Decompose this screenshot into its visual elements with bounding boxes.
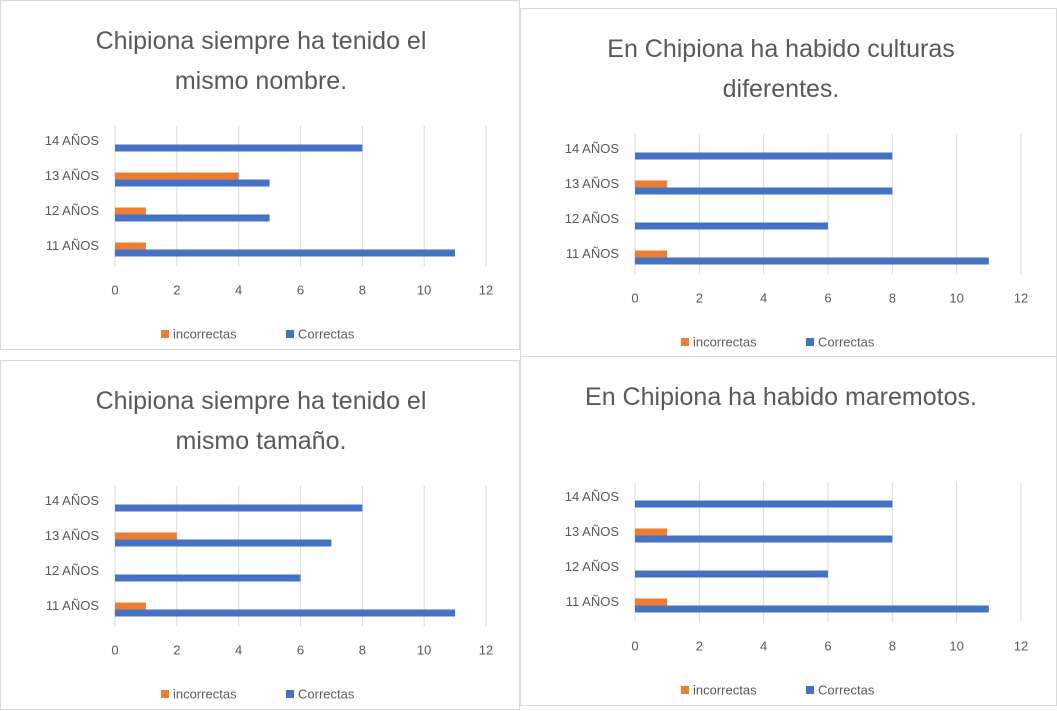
x-tick-label: 6 [297,642,304,657]
y-tick-label: 12 AÑOS [565,559,620,574]
legend-swatch [681,686,689,694]
chart-panel: Chipiona siempre ha tenido el mismo nomb… [0,0,520,350]
bar [115,574,301,582]
x-tick-label: 10 [949,290,963,305]
bar [115,602,146,610]
y-tick-label: 12 AÑOS [45,203,100,218]
bar [115,179,270,187]
bar [115,214,270,222]
legend-swatch [806,686,814,694]
x-tick-label: 12 [1014,290,1028,305]
x-tick-label: 8 [359,642,366,657]
bar [115,242,146,250]
bar [635,187,893,195]
x-tick-label: 10 [417,642,431,657]
bar [635,570,828,578]
x-tick-label: 6 [824,638,831,653]
x-tick-label: 0 [631,290,638,305]
x-tick-label: 8 [889,638,896,653]
x-tick-label: 6 [824,290,831,305]
legend-swatch [681,338,689,346]
legend-label: incorrectas [693,682,757,697]
x-tick-label: 10 [949,638,963,653]
x-tick-label: 0 [111,282,118,297]
chart: 0 2 4 6 8 10 12 11 AÑOS 12 AÑOS 13 AÑOS 14 AÑOS inc… [565,482,1028,697]
bar [635,222,828,230]
chart-title: Chipiona siempre ha tenido el mismo nomb… [95,27,427,95]
x-tick-label: 2 [173,642,180,657]
chart-title: En Chipiona ha habido maremotos. [585,383,977,411]
chart: 0 2 4 6 8 10 12 11 AÑOS 12 AÑOS 13 AÑOS 14 AÑOS inc… [565,134,1028,349]
y-tick-label: 11 AÑOS [566,246,620,261]
x-tick-label: 2 [173,282,180,297]
x-tick-label: 4 [235,642,242,657]
chart-panel: En Chipiona ha habido maremotos. 0 2 4 6 8 10 1… [520,356,1057,706]
bar [115,249,456,257]
bar [635,257,989,265]
chart-panel: Chipiona siempre ha tenido el mismo tama… [0,360,520,710]
chart: 0 2 4 6 8 10 12 11 AÑOS 12 AÑOS 13 AÑOS 14 AÑOS inc… [45,126,493,341]
y-tick-label: 11 AÑOS [46,238,100,253]
y-tick-label: 11 AÑOS [566,594,620,609]
chart-title: En Chipiona ha habido culturas diferente… [607,35,955,103]
legend-label: incorrectas [693,334,757,349]
x-tick-label: 12 [1014,638,1028,653]
bar [115,144,363,152]
y-tick-label: 14 AÑOS [565,141,620,156]
legend-swatch [161,330,169,338]
legend-label: incorrectas [173,326,237,341]
bar [635,500,893,508]
x-tick-label: 0 [631,638,638,653]
bar [115,609,456,617]
bar [635,535,893,543]
bar [635,598,668,606]
y-tick-label: 13 AÑOS [45,528,100,543]
legend-label: Correctas [818,334,875,349]
y-tick-label: 13 AÑOS [565,176,620,191]
x-tick-label: 4 [760,638,767,653]
legend-swatch [161,690,169,698]
legend-label: Correctas [298,326,355,341]
legend-label: Correctas [818,682,875,697]
y-tick-label: 11 AÑOS [46,598,100,613]
bar [115,207,146,215]
chart-panel: En Chipiona ha habido culturas diferente… [520,8,1057,358]
bar [115,172,239,180]
x-tick-label: 6 [297,282,304,297]
x-tick-label: 4 [760,290,767,305]
bar [115,532,177,540]
y-tick-label: 14 AÑOS [45,133,100,148]
x-tick-label: 8 [889,290,896,305]
bar [635,180,668,188]
chart: 0 2 4 6 8 10 12 11 AÑOS 12 AÑOS 13 AÑOS 14 AÑOS inc… [45,486,493,701]
y-tick-label: 14 AÑOS [565,489,620,504]
bar [115,504,363,512]
chart-title: Chipiona siempre ha tenido el mismo tama… [95,387,427,455]
bar [635,152,893,160]
legend-swatch [286,690,294,698]
y-tick-label: 12 AÑOS [45,563,100,578]
x-tick-label: 0 [111,642,118,657]
bar [635,605,989,613]
legend-label: Correctas [298,686,355,701]
x-tick-label: 2 [696,638,703,653]
bar [115,539,332,547]
x-tick-label: 8 [359,282,366,297]
y-tick-label: 13 AÑOS [45,168,100,183]
legend-swatch [806,338,814,346]
legend-label: incorrectas [173,686,237,701]
x-tick-label: 10 [417,282,431,297]
y-tick-label: 12 AÑOS [565,211,620,226]
y-tick-label: 13 AÑOS [565,524,620,539]
x-tick-label: 12 [479,642,493,657]
x-tick-label: 4 [235,282,242,297]
x-tick-label: 12 [479,282,493,297]
bar [635,250,668,258]
legend-swatch [286,330,294,338]
y-tick-label: 14 AÑOS [45,493,100,508]
x-tick-label: 2 [696,290,703,305]
bar [635,528,668,536]
